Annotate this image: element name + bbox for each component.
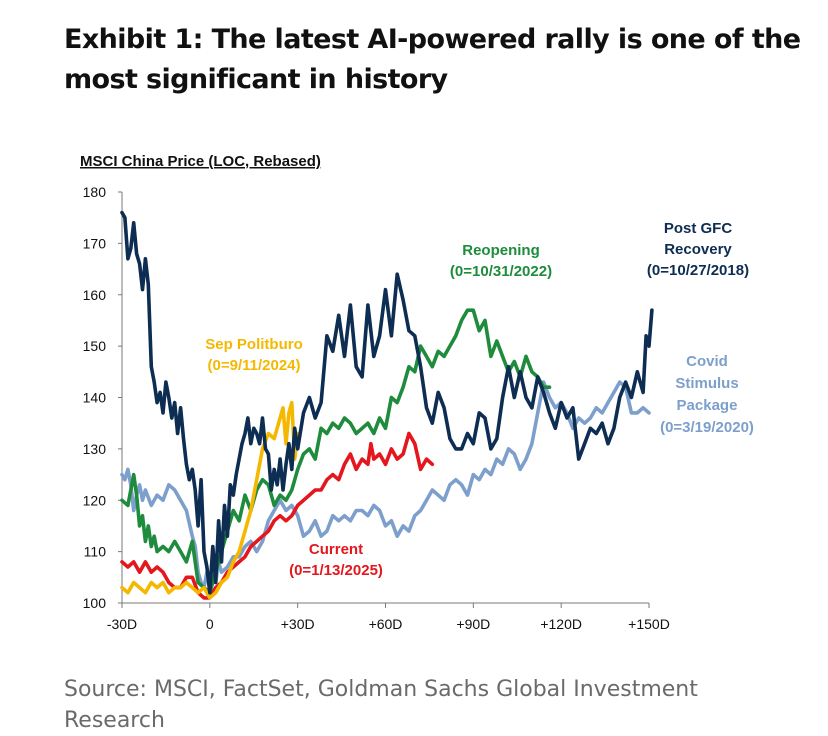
series-label-line: (0=10/31/2022) bbox=[450, 263, 552, 280]
series-label-line: Package bbox=[677, 397, 738, 414]
y-tick-label: 110 bbox=[84, 544, 107, 560]
source-note: Source: MSCI, FactSet, Goldman Sachs Glo… bbox=[64, 674, 804, 736]
chart-title: Exhibit 1: The latest AI-powered rally i… bbox=[64, 20, 804, 100]
y-tick-label: 150 bbox=[83, 338, 107, 354]
series-label-line: Post GFC bbox=[664, 220, 733, 237]
y-tick-label: 170 bbox=[83, 235, 107, 251]
series-label-line: Stimulus bbox=[675, 375, 738, 392]
series-label-covid: Covid Stimulus Package (0=3/19/2020) bbox=[660, 353, 754, 436]
series-label-line: (0=1/13/2025) bbox=[289, 562, 383, 579]
series-layer bbox=[120, 210, 654, 600]
series-label-line: (0=3/19/2020) bbox=[660, 419, 754, 436]
y-axis: 100 110 120 130 140 150 160 170 180 bbox=[83, 184, 123, 611]
series-label-line: (0=9/11/2024) bbox=[208, 357, 301, 374]
x-tick-label: +90D bbox=[456, 616, 490, 632]
series-labels: Post GFC Recovery (0=10/27/2018) Reopening (… bbox=[205, 220, 754, 579]
y-tick-label: 140 bbox=[83, 390, 107, 406]
series-label-current: Current (0=1/13/2025) bbox=[289, 541, 383, 579]
series-label-line: Covid bbox=[686, 353, 728, 370]
series-label-reopening: Reopening (0=10/31/2022) bbox=[450, 242, 552, 280]
series-label-post-gfc: Post GFC Recovery (0=10/27/2018) bbox=[647, 220, 749, 279]
x-tick-label: +150D bbox=[628, 616, 670, 632]
series-label-line: Sep Politburo bbox=[205, 336, 303, 353]
x-axis: -30D 0 +30D +60D +90D +120D +150D bbox=[107, 602, 670, 632]
x-tick-label: -30D bbox=[107, 616, 137, 632]
y-axis-title: MSCI China Price (LOC, Rebased) bbox=[80, 153, 321, 170]
source-line-2: Research bbox=[64, 708, 165, 733]
series-label-line: Reopening bbox=[462, 242, 540, 259]
x-tick-label: +60D bbox=[369, 616, 403, 632]
y-tick-label: 100 bbox=[83, 595, 107, 611]
series-line-post-gfc bbox=[120, 210, 654, 595]
y-tick-label: 130 bbox=[83, 441, 107, 457]
source-line-1: Source: MSCI, FactSet, Goldman Sachs Glo… bbox=[64, 677, 698, 702]
series-line-reopening bbox=[120, 308, 552, 595]
series-line-sep-politburo bbox=[120, 400, 300, 600]
series-label-line: (0=10/27/2018) bbox=[647, 262, 749, 279]
series-label-line: Recovery bbox=[664, 241, 732, 258]
y-tick-label: 180 bbox=[83, 184, 107, 200]
chart-title-line-1: Exhibit 1: The latest AI-powered rally i… bbox=[64, 24, 801, 55]
y-tick-label: 160 bbox=[83, 287, 107, 303]
series-label-sep-politburo: Sep Politburo (0=9/11/2024) bbox=[205, 336, 303, 374]
series-label-line: Current bbox=[309, 541, 363, 558]
x-tick-label: +120D bbox=[540, 616, 582, 632]
chart-title-line-2: most significant in history bbox=[64, 64, 448, 95]
x-tick-label: +30D bbox=[281, 616, 315, 632]
y-tick-label: 120 bbox=[83, 492, 107, 508]
series-line-current bbox=[120, 431, 435, 600]
x-tick-label: 0 bbox=[206, 616, 214, 632]
